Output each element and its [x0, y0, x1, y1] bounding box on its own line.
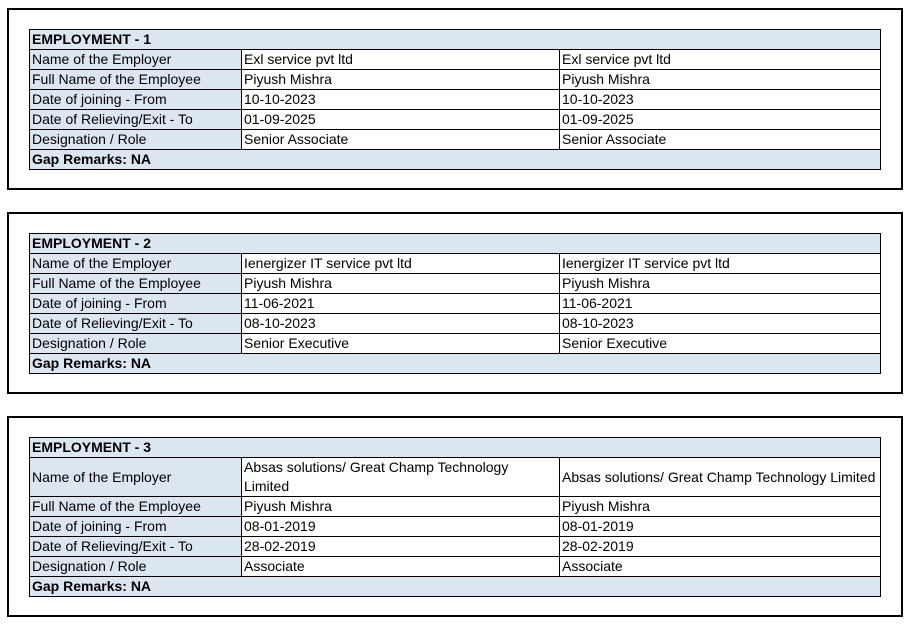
- row-label: Full Name of the Employee: [29, 69, 242, 90]
- row-label: Date of joining - From: [29, 516, 242, 537]
- row-value: 28-02-2019: [241, 536, 560, 557]
- row-value: Associate: [241, 556, 560, 577]
- row-value: 08-01-2019: [558, 516, 882, 537]
- section-title: EMPLOYMENT - 3: [28, 437, 882, 458]
- section-title: EMPLOYMENT - 2: [28, 233, 882, 254]
- employment-table: EMPLOYMENT - 3 Name of the Employer Absas …: [28, 437, 882, 597]
- row-value: Senior Executive: [558, 333, 882, 354]
- row-value: 11-06-2021: [241, 293, 560, 314]
- row-value: Senior Associate: [558, 129, 882, 150]
- row-value: 10-10-2023: [558, 89, 882, 110]
- row-value: Ienergizer IT service pvt ltd: [558, 253, 882, 274]
- header-row: EMPLOYMENT - 2: [28, 233, 882, 254]
- data-row: Date of joining - From 10-10-2023 10-10-20…: [29, 89, 882, 110]
- gap-remarks: Gap Remarks: NA: [28, 149, 882, 170]
- data-row: Date of joining - From 08-01-2019 08-01-20…: [29, 516, 882, 537]
- row-label: Date of Relieving/Exit - To: [29, 109, 242, 130]
- row-value: 08-10-2023: [558, 313, 882, 334]
- data-row: Date of joining - From 11-06-2021 11-06-20…: [29, 293, 882, 314]
- remarks-row: Gap Remarks: NA: [28, 149, 882, 170]
- section-title: EMPLOYMENT - 1: [28, 29, 882, 50]
- data-row: Designation / Role Senior Executive Senior…: [29, 333, 882, 354]
- row-value: 08-10-2023: [241, 313, 560, 334]
- data-row: Date of Relieving/Exit - To 28-02-2019 28-…: [29, 536, 882, 557]
- data-row: Full Name of the Employee Piyush Mishra Pi…: [29, 496, 882, 517]
- data-row: Name of the Employer Exl service pvt ltd E…: [29, 49, 882, 70]
- row-label: Date of joining - From: [29, 293, 242, 314]
- row-value: Senior Associate: [241, 129, 560, 150]
- row-label: Full Name of the Employee: [29, 496, 242, 517]
- gap-remarks: Gap Remarks: NA: [28, 353, 882, 374]
- row-label: Name of the Employer: [29, 457, 242, 497]
- header-row: EMPLOYMENT - 1: [28, 29, 882, 50]
- row-value: 01-09-2025: [241, 109, 560, 130]
- row-label: Date of Relieving/Exit - To: [29, 536, 242, 557]
- data-row: Full Name of the Employee Piyush Mishra Pi…: [29, 273, 882, 294]
- employment-box: EMPLOYMENT - 1 Name of the Employer Exl se…: [7, 8, 903, 190]
- row-value: Piyush Mishra: [241, 496, 560, 517]
- row-value: Associate: [558, 556, 882, 577]
- row-value: Exl service pvt ltd: [558, 49, 882, 70]
- row-value: Ienergizer IT service pvt ltd: [241, 253, 560, 274]
- row-label: Date of Relieving/Exit - To: [29, 313, 242, 334]
- row-label: Designation / Role: [29, 129, 242, 150]
- row-label: Full Name of the Employee: [29, 273, 242, 294]
- row-value: 11-06-2021: [558, 293, 882, 314]
- data-row: Date of Relieving/Exit - To 08-10-2023 08-…: [29, 313, 882, 334]
- row-label: Name of the Employer: [29, 253, 242, 274]
- row-value: 01-09-2025: [558, 109, 882, 130]
- row-label: Date of joining - From: [29, 89, 242, 110]
- employment-box: EMPLOYMENT - 3 Name of the Employer Absas …: [7, 416, 903, 617]
- row-value: Piyush Mishra: [241, 69, 560, 90]
- data-row: Name of the Employer Absas solutions/ Gre…: [29, 457, 882, 497]
- row-value: Exl service pvt ltd: [241, 49, 560, 70]
- row-value: Absas solutions/ Great Champ Technology …: [241, 457, 560, 497]
- row-value: 28-02-2019: [558, 536, 882, 557]
- row-label: Designation / Role: [29, 333, 242, 354]
- row-value: Piyush Mishra: [558, 496, 882, 517]
- employment-table: EMPLOYMENT - 2 Name of the Employer Ienerg…: [28, 233, 882, 374]
- data-row: Name of the Employer Ienergizer IT servic…: [29, 253, 882, 274]
- row-value: Piyush Mishra: [558, 69, 882, 90]
- remarks-row: Gap Remarks: NA: [28, 353, 882, 374]
- gap-remarks: Gap Remarks: NA: [28, 576, 882, 597]
- employment-box: EMPLOYMENT - 2 Name of the Employer Ienerg…: [7, 212, 903, 394]
- data-row: Full Name of the Employee Piyush Mishra Pi…: [29, 69, 882, 90]
- row-value: 10-10-2023: [241, 89, 560, 110]
- employment-table: EMPLOYMENT - 1 Name of the Employer Exl se…: [28, 29, 882, 170]
- row-value: Absas solutions/ Great Champ Technology …: [558, 457, 882, 497]
- row-value: 08-01-2019: [241, 516, 560, 537]
- data-row: Designation / Role Associate Associate: [29, 556, 882, 577]
- remarks-row: Gap Remarks: NA: [28, 576, 882, 597]
- row-value: Piyush Mishra: [558, 273, 882, 294]
- header-row: EMPLOYMENT - 3: [28, 437, 882, 458]
- row-value: Senior Executive: [241, 333, 560, 354]
- data-row: Designation / Role Senior Associate Senior…: [29, 129, 882, 150]
- row-label: Name of the Employer: [29, 49, 242, 70]
- row-value: Piyush Mishra: [241, 273, 560, 294]
- row-label: Designation / Role: [29, 556, 242, 577]
- data-row: Date of Relieving/Exit - To 01-09-2025 01-…: [29, 109, 882, 130]
